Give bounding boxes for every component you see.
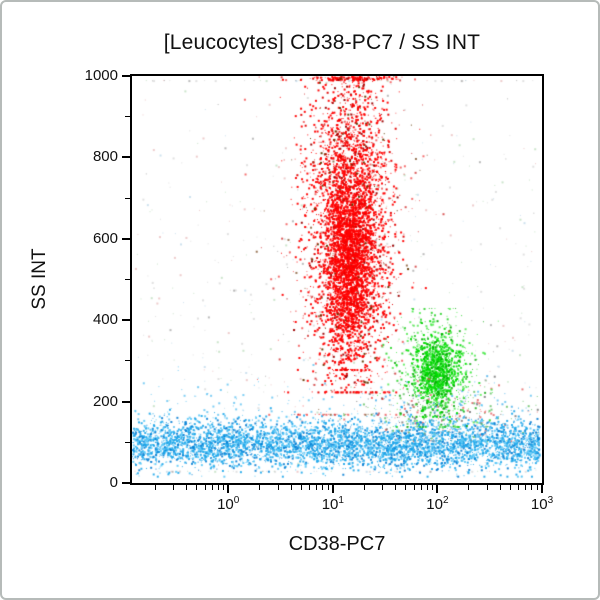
x-minor-tick [217, 485, 219, 490]
y-tick-label: 200 [92, 392, 118, 410]
x-minor-tick [518, 485, 520, 490]
x-tick-label: 102 [426, 495, 449, 513]
x-major-tick [227, 485, 230, 493]
x-minor-tick [363, 485, 365, 490]
y-tick-label: 1000 [84, 67, 118, 84]
y-minor-tick [125, 441, 130, 443]
x-major-tick [331, 485, 334, 493]
x-minor-tick [204, 485, 206, 490]
y-tick-label: 0 [109, 474, 118, 491]
y-minor-tick [125, 197, 130, 199]
x-minor-tick [510, 485, 511, 490]
x-minor-tick [499, 485, 501, 490]
x-minor-tick [413, 485, 415, 490]
y-axis-label: SS INT [29, 248, 50, 310]
x-minor-tick [486, 485, 488, 490]
x-minor-tick [525, 485, 527, 490]
x-minor-tick [196, 485, 198, 490]
x-axis-label: CD38-PC7 [288, 533, 386, 555]
y-major-tick [122, 156, 130, 159]
x-minor-tick [300, 485, 302, 490]
x-minor-tick [426, 485, 428, 490]
x-minor-tick [186, 485, 188, 490]
x-tick-label: 101 [321, 495, 344, 513]
x-minor-tick [277, 485, 279, 490]
plot-title: [Leucocytes] CD38-PC7 / SS INT [163, 31, 481, 54]
x-minor-tick [309, 485, 311, 490]
x-minor-tick [420, 485, 422, 490]
y-tick-label: 600 [92, 229, 118, 247]
x-minor-tick [316, 485, 318, 490]
y-major-tick [122, 75, 130, 77]
y-minor-tick [125, 360, 130, 362]
y-major-tick [122, 237, 130, 240]
x-minor-tick [259, 485, 261, 490]
x-minor-tick [531, 485, 533, 490]
x-minor-tick [173, 485, 175, 490]
x-minor-tick [432, 485, 434, 490]
x-minor-tick [382, 485, 384, 490]
x-minor-tick [327, 485, 329, 490]
x-minor-tick [290, 485, 292, 490]
y-major-tick [122, 400, 130, 403]
x-minor-tick [536, 485, 538, 490]
x-minor-tick [322, 485, 324, 490]
y-major-tick [122, 482, 130, 484]
x-minor-tick [154, 485, 156, 490]
y-minor-tick [125, 116, 130, 118]
x-tick-label: 103 [530, 495, 554, 513]
x-tick-label: 100 [217, 495, 240, 513]
y-minor-tick [125, 279, 130, 280]
x-major-tick [541, 485, 543, 493]
y-major-tick [122, 319, 130, 322]
x-major-tick [436, 485, 439, 493]
scatter-canvas [132, 76, 542, 483]
y-tick-label: 800 [92, 148, 118, 166]
x-minor-tick [395, 485, 397, 490]
x-minor-tick [468, 485, 470, 490]
x-minor-tick [222, 485, 224, 490]
x-minor-tick [405, 485, 407, 490]
y-tick-label: 400 [92, 311, 118, 329]
x-minor-tick [211, 485, 213, 490]
